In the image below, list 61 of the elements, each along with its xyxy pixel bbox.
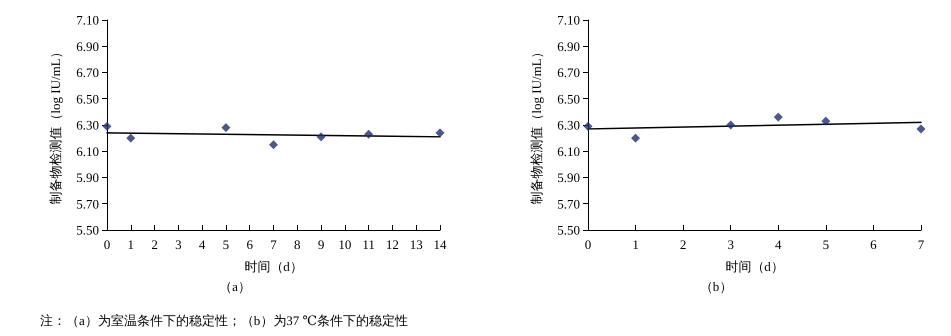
point <box>102 122 112 131</box>
x-tick-label: 2 <box>680 237 686 252</box>
x-tick-label: 0 <box>584 237 592 252</box>
point <box>316 132 326 142</box>
x-tick-label: 14 <box>434 237 447 252</box>
text: （b） <box>700 279 732 294</box>
y-tick-label: 5.70 <box>76 196 99 212</box>
x-tick-label: 4 <box>198 237 206 252</box>
point <box>631 134 640 143</box>
point <box>126 134 136 143</box>
y-axis-title: 制备物检测值（log IU/mL） <box>48 45 63 205</box>
y-tick-label: 6.30 <box>76 118 99 132</box>
x-tick-label: 12 <box>386 237 399 252</box>
point <box>364 130 374 139</box>
x-tick-label: 3 <box>175 237 182 252</box>
y-axis-title: 制备物检测值（log IU/mL） <box>529 45 544 205</box>
x-tick-label: 3 <box>727 237 734 252</box>
point <box>821 116 830 126</box>
x-tick-label: 0 <box>104 237 110 252</box>
y-tick-label: 6.50 <box>557 91 580 106</box>
x-tick-label: 4 <box>775 237 782 252</box>
x-tick-label: 6 <box>870 237 878 252</box>
y-tick-label: 5.50 <box>557 222 580 238</box>
point <box>916 124 926 134</box>
y-tick-label: 6.30 <box>557 118 580 132</box>
y-tick-label: 6.10 <box>557 144 580 159</box>
y-tick-label: 6.70 <box>557 65 580 80</box>
x-axis-title: 时间（d） <box>244 259 303 274</box>
x-tick-label: 7 <box>918 237 925 252</box>
y-tick-label: 5.70 <box>557 196 580 212</box>
x-tick-label: 6 <box>246 237 254 252</box>
point <box>436 128 444 138</box>
y-tick-label: 6.50 <box>76 91 99 106</box>
point <box>726 120 736 130</box>
x-tick-label: 10 <box>338 237 352 252</box>
point <box>221 123 230 132</box>
y-tick-label: 5.90 <box>557 170 580 185</box>
text: 注：（a）为室温条件下的稳定性；（b）为37 ℃条件下的稳定性 <box>40 312 408 330</box>
text: （a） <box>219 279 251 294</box>
point <box>584 122 592 131</box>
x-tick-label: 5 <box>222 237 230 252</box>
x-tick-label: 1 <box>128 237 134 252</box>
y-tick-label: 5.50 <box>76 222 99 238</box>
x-tick-label: 5 <box>822 237 830 252</box>
x-tick-label: 9 <box>318 237 324 252</box>
y-tick-label: 6.90 <box>557 38 580 54</box>
x-axis-title: 时间（d） <box>725 259 784 274</box>
point <box>774 112 783 122</box>
y-tick-label: 6.90 <box>76 38 99 54</box>
y-tick-label: 7.10 <box>76 12 99 28</box>
y-tick-label: 7.10 <box>557 12 580 28</box>
y-tick-label: 6.70 <box>76 65 99 80</box>
y-tick-label: 5.90 <box>76 170 99 185</box>
x-tick-label: 2 <box>151 237 158 252</box>
x-tick-label: 7 <box>270 237 278 252</box>
point <box>269 140 278 150</box>
x-tick-label: 1 <box>632 237 639 252</box>
x-tick-label: 11 <box>362 237 375 252</box>
x-tick-label: 13 <box>410 237 423 252</box>
x-tick-label: 8 <box>294 237 301 252</box>
y-tick-label: 6.10 <box>76 144 99 159</box>
